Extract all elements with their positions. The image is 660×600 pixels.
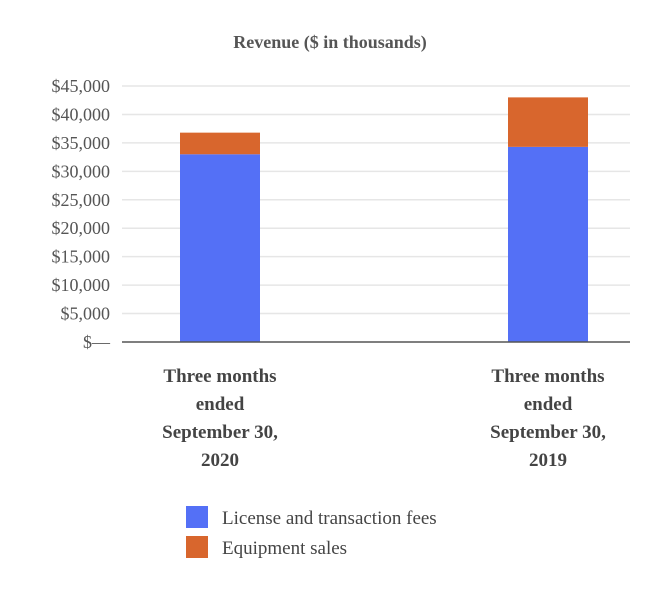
y-tick-label: $35,000 — [52, 133, 111, 153]
legend-swatch — [186, 506, 208, 528]
y-axis-ticks: $— $5,000 $10,000 $15,000 $20,000 $25,000 $30,… — [52, 76, 112, 352]
y-tick-label: $20,000 — [52, 218, 111, 238]
bar-segment-equipment-sales-1 — [180, 132, 260, 155]
bar-segment-license-fees-2 — [508, 146, 588, 342]
y-tick-label: $25,000 — [52, 190, 111, 210]
legend-swatch — [186, 536, 208, 558]
y-tick-label: $5,000 — [61, 304, 111, 324]
bar-segment-license-fees-1 — [180, 154, 260, 342]
y-tick-label: $15,000 — [52, 247, 111, 267]
x-axis-labels: Three months ended September 30, 2020 Three … — [162, 366, 606, 471]
y-tick-label: $30,000 — [52, 161, 111, 181]
y-tick-label: $10,000 — [52, 275, 111, 295]
legend-label: License and transaction fees — [222, 508, 437, 529]
y-tick-label: $40,000 — [52, 104, 111, 124]
x-category-label: Three months ended September 30, 2019 — [490, 366, 606, 471]
bar-segment-equipment-sales-2 — [508, 97, 588, 147]
chart-title: Revenue ($ in thousands) — [233, 32, 427, 53]
legend: License and transaction fees Equipment sa… — [186, 506, 437, 559]
y-tick-label: $— — [83, 332, 111, 352]
y-tick-label: $45,000 — [52, 76, 111, 96]
legend-label: Equipment sales — [222, 538, 347, 559]
x-category-label: Three months ended September 30, 2020 — [162, 366, 278, 471]
bars — [180, 97, 588, 342]
